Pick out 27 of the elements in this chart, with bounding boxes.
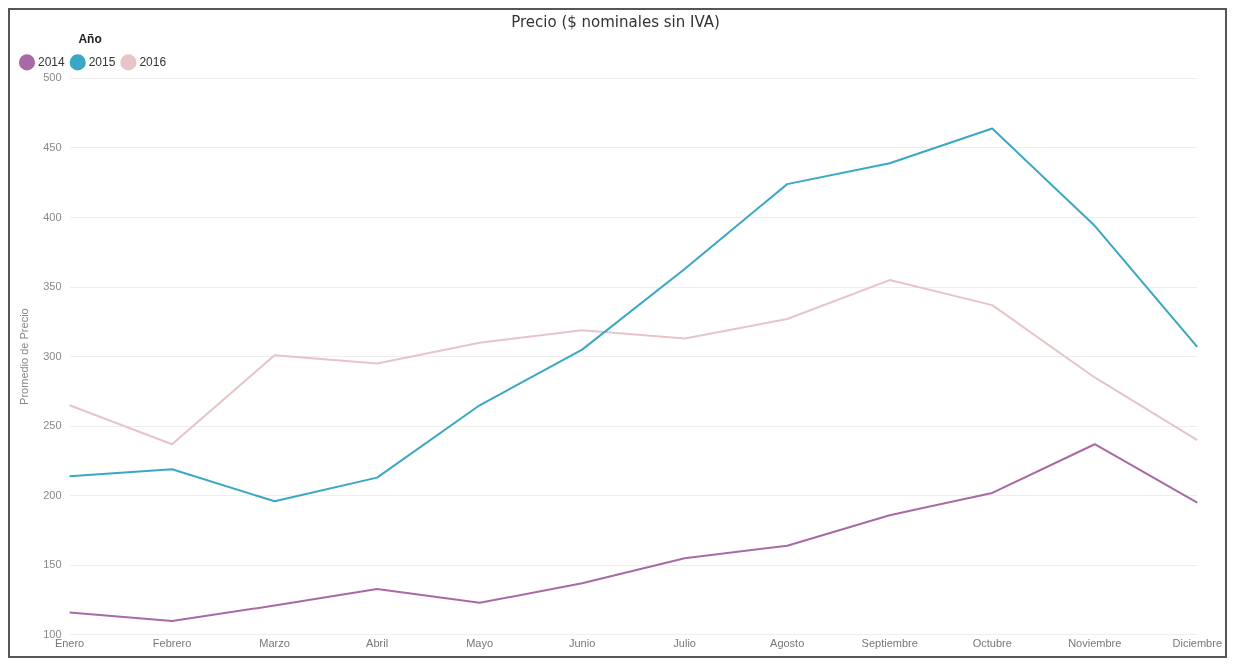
y-axis-title: Promedio de Precio (17, 308, 30, 405)
y-tick-label: 450 (43, 140, 62, 153)
x-tick-label: Septiembre (861, 637, 918, 650)
x-tick-label: Febrero (152, 637, 192, 650)
chart-title: Precio ($ nominales sin IVA) (511, 12, 720, 31)
y-tick-label: 350 (43, 280, 62, 293)
y-tick-label: 150 (43, 558, 62, 571)
y-tick-label: 300 (43, 349, 62, 362)
x-tick-label: Noviembre (1068, 637, 1122, 650)
y-tick-label: 200 (43, 488, 62, 501)
x-tick-label: Julio (673, 637, 696, 650)
x-tick-label: Agosto (770, 637, 805, 650)
legend-label: 2016 (139, 54, 167, 69)
legend-label: 2015 (88, 54, 116, 69)
x-tick-label: Junio (568, 637, 596, 650)
x-tick-label: Enero (54, 637, 85, 650)
x-tick-label: Mayo (466, 637, 494, 650)
y-tick-label: 500 (43, 71, 62, 84)
legend-title: Año (78, 32, 102, 47)
x-tick-label: Diciembre (1172, 637, 1222, 650)
x-tick-label: Octubre (972, 637, 1012, 650)
y-tick-label: 250 (43, 419, 62, 432)
x-tick-label: Marzo (259, 637, 290, 650)
y-tick-label: 100 (43, 627, 62, 640)
y-tick-label: 400 (43, 210, 62, 223)
legend-label: 2014 (38, 54, 66, 69)
x-tick-label: Abril (366, 637, 389, 650)
